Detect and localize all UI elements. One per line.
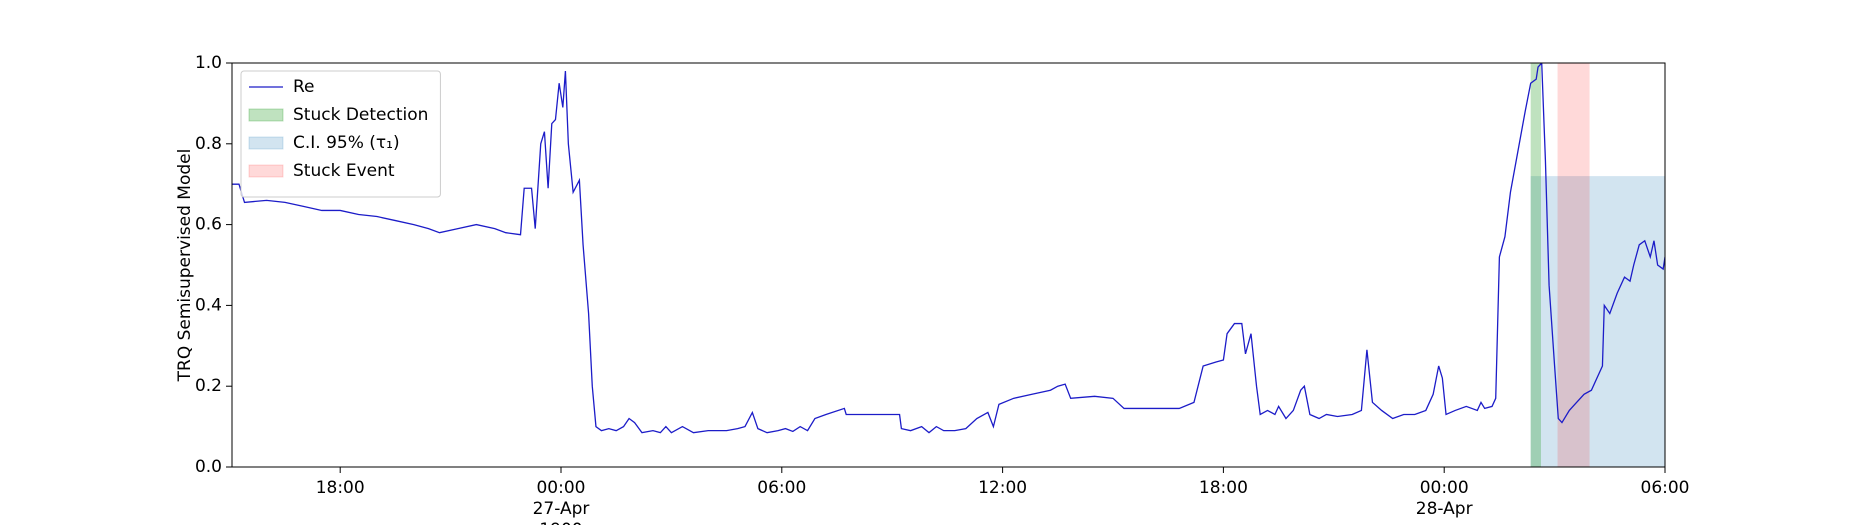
legend-label: Stuck Event: [293, 161, 395, 181]
axes-frame: [231, 62, 1666, 468]
y-axis-label: TRQ Semisupervised Model: [175, 149, 195, 383]
span: [1530, 63, 1541, 467]
x-tick-label: 12:00: [978, 478, 1027, 498]
legend-box: [240, 70, 441, 198]
x-tick-label: 18:00: [1199, 478, 1248, 498]
y-tick-label: 0.4: [195, 295, 222, 315]
legend-patch: [248, 164, 284, 178]
span: [1530, 176, 1665, 467]
y-tick-label: 1.0: [195, 53, 222, 73]
plot-area: [232, 63, 1665, 467]
legend-label: Re: [293, 77, 315, 97]
span: [1557, 63, 1590, 467]
x-tick-label: 00:00 28-Apr: [1416, 478, 1473, 519]
legend-label: Stuck Detection: [293, 105, 428, 125]
x-tick-label: 06:00: [757, 478, 806, 498]
legend-patch: [248, 136, 284, 150]
y-tick-label: 0.0: [195, 457, 222, 477]
y-tick-label: 0.8: [195, 134, 222, 154]
x-tick-label: 06:00: [1641, 478, 1690, 498]
y-tick-label: 0.6: [195, 215, 222, 235]
legend-patch: [248, 108, 284, 122]
legend-label: C.I. 95% (τ₁): [293, 133, 400, 153]
y-tick-label: 0.2: [195, 376, 222, 396]
legend: Re Stuck Detection C.I. 95% (τ₁) Stuck Even…: [240, 70, 441, 198]
x-tick-label: 18:00: [316, 478, 365, 498]
line-series: [232, 63, 1665, 434]
